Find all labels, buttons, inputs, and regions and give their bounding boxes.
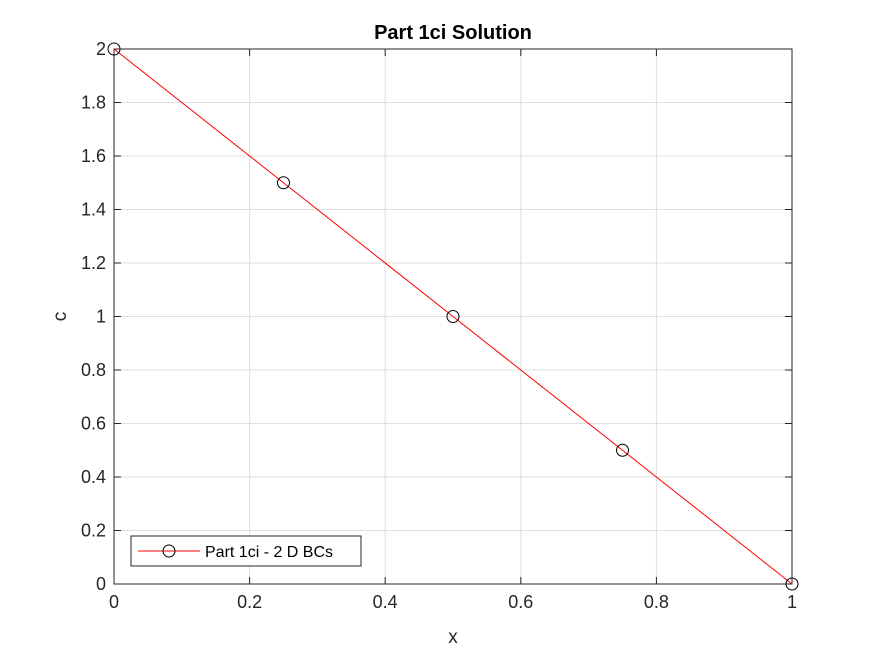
- y-tick-label: 1.4: [81, 200, 106, 220]
- y-tick-label: 0.4: [81, 467, 106, 487]
- series-line: [113, 48, 793, 585]
- legend: Part 1ci - 2 D BCs: [130, 535, 362, 567]
- legend-entry-label: Part 1ci - 2 D BCs: [205, 544, 333, 561]
- x-tick-label: 0.4: [373, 592, 398, 612]
- legend-marker: [162, 544, 176, 558]
- y-tick-label: 1.6: [81, 146, 106, 166]
- y-tick-label: 1.2: [81, 253, 106, 273]
- y-tick-label: 1: [96, 307, 106, 327]
- y-tick-label: 2: [96, 39, 106, 59]
- chart-title: Part 1ci Solution: [374, 22, 532, 44]
- y-axis-label: c: [50, 312, 71, 322]
- x-tick-label: 1: [787, 592, 797, 612]
- y-tick-label: 0.2: [81, 521, 106, 541]
- x-tick-label: 0.8: [644, 592, 669, 612]
- data-point: [785, 577, 799, 591]
- x-tick-label: 0: [109, 592, 119, 612]
- data-point: [616, 443, 629, 457]
- data-point: [446, 310, 460, 323]
- x-tick-label: 0.6: [508, 592, 533, 612]
- data-point: [107, 42, 121, 56]
- x-axis-label: x: [448, 627, 458, 648]
- y-tick-label: 0.6: [81, 414, 106, 434]
- series-layer: [107, 42, 799, 591]
- data-point: [277, 176, 290, 190]
- grid: [113, 48, 793, 585]
- y-tick-label: 0.8: [81, 360, 106, 380]
- tick-labels: 0 0.2 0.4 0.6 0.8 1 0 0.2 0.4 0.6 0.8 1 1.2 1.4 1.6 1.8…: [81, 39, 797, 612]
- axes: [113, 48, 793, 585]
- y-tick-label: 0: [96, 574, 106, 594]
- y-tick-label: 1.8: [81, 93, 106, 113]
- x-tick-label: 0.2: [237, 592, 262, 612]
